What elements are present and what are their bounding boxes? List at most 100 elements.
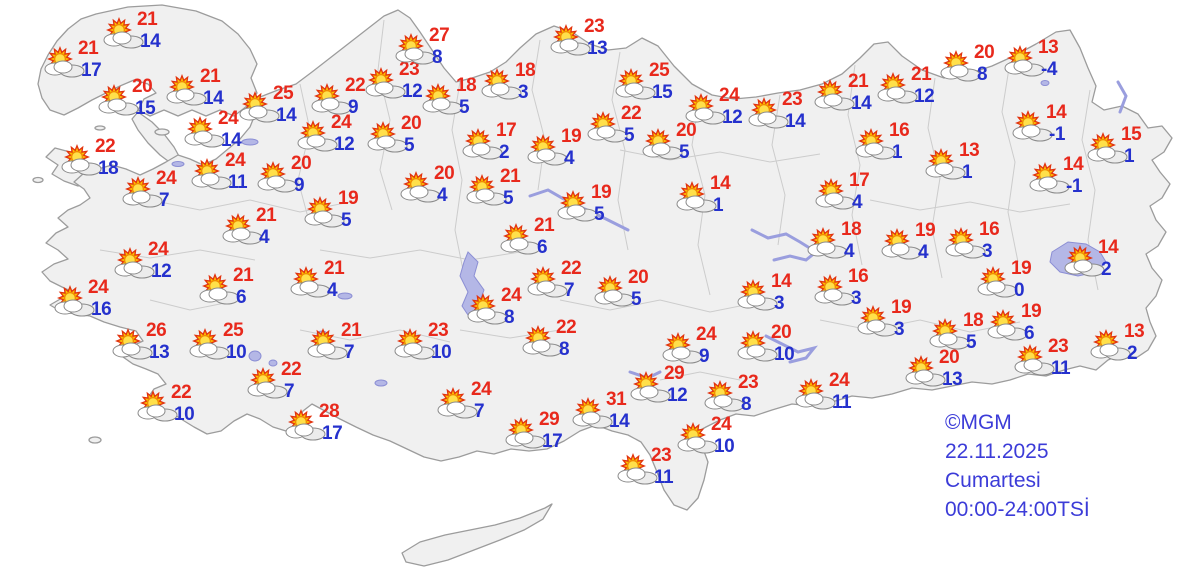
high-temp: 20 <box>974 42 995 63</box>
low-temp: 10 <box>226 342 247 363</box>
low-temp: 4 <box>844 241 855 262</box>
high-temp: 24 <box>88 277 109 298</box>
low-temp: 11 <box>1051 358 1071 379</box>
low-temp: 12 <box>151 261 172 282</box>
low-temp: 4 <box>259 227 270 248</box>
low-temp: 10 <box>714 436 735 457</box>
high-temp: 21 <box>341 320 362 341</box>
low-temp: 7 <box>284 381 295 402</box>
high-temp: 19 <box>1021 301 1042 322</box>
low-temp: 11 <box>654 467 674 488</box>
high-temp: 18 <box>515 60 536 81</box>
high-temp: 17 <box>496 120 517 141</box>
high-temp: 29 <box>664 363 685 384</box>
high-temp: 23 <box>584 16 605 37</box>
island <box>88 436 102 444</box>
high-temp: 20 <box>291 153 312 174</box>
high-temp: 24 <box>156 168 177 189</box>
low-temp: 5 <box>966 332 977 353</box>
high-temp: 19 <box>915 220 936 241</box>
high-temp: 26 <box>146 320 167 341</box>
high-temp: 24 <box>471 379 492 400</box>
high-temp: 14 <box>1046 102 1067 123</box>
low-temp: 4 <box>437 185 448 206</box>
low-temp: 1 <box>962 162 973 183</box>
attribution-date: 22.11.2025 <box>945 440 1049 463</box>
high-temp: 21 <box>78 38 99 59</box>
low-temp: 8 <box>977 64 988 85</box>
low-temp: 4 <box>327 280 338 301</box>
low-temp: 3 <box>518 82 529 103</box>
low-temp: 4 <box>852 192 863 213</box>
high-temp: 13 <box>1038 37 1059 58</box>
high-temp: 24 <box>719 85 740 106</box>
high-temp: 22 <box>171 382 192 403</box>
high-temp: 17 <box>849 170 870 191</box>
low-temp: 5 <box>341 210 352 231</box>
attribution-day: Cumartesi <box>945 469 1041 492</box>
high-temp: 19 <box>1011 258 1032 279</box>
high-temp: 25 <box>223 320 244 341</box>
low-temp: 9 <box>699 346 710 367</box>
high-temp: 22 <box>556 317 577 338</box>
low-temp: 7 <box>474 401 485 422</box>
high-temp: 18 <box>456 75 477 96</box>
low-temp: 7 <box>564 280 575 301</box>
low-temp: 9 <box>348 97 359 118</box>
low-temp: 6 <box>1024 323 1035 344</box>
low-temp: 7 <box>344 342 355 363</box>
low-temp: 14 <box>851 93 872 114</box>
high-temp: 16 <box>979 219 1000 240</box>
high-temp: 19 <box>561 126 582 147</box>
high-temp: 14 <box>1098 237 1119 258</box>
low-temp: 13 <box>942 369 963 390</box>
high-temp: 20 <box>628 267 649 288</box>
high-temp: 24 <box>696 324 717 345</box>
high-temp: 23 <box>1048 336 1069 357</box>
low-temp: 12 <box>402 81 423 102</box>
low-temp: 5 <box>594 204 605 225</box>
high-temp: 19 <box>338 188 359 209</box>
low-temp: 8 <box>741 394 752 415</box>
high-temp: 24 <box>148 239 169 260</box>
high-temp: 28 <box>319 401 340 422</box>
attribution-period: 00:00-24:00TSİ <box>945 498 1090 521</box>
high-temp: 13 <box>1124 321 1145 342</box>
low-temp: 5 <box>631 289 642 310</box>
island <box>32 176 44 184</box>
high-temp: 23 <box>651 445 672 466</box>
low-temp: 0 <box>1014 280 1025 301</box>
high-temp: 21 <box>324 258 345 279</box>
high-temp: 22 <box>95 136 116 157</box>
attribution-source: ©MGM <box>945 411 1012 434</box>
low-temp: 3 <box>851 288 862 309</box>
high-temp: 20 <box>771 322 792 343</box>
high-temp: 29 <box>539 409 560 430</box>
low-temp: 11 <box>228 172 248 193</box>
high-temp: 24 <box>501 285 522 306</box>
high-temp: 24 <box>829 370 850 391</box>
province-borders <box>99 19 1099 381</box>
low-temp: 1 <box>892 142 903 163</box>
low-temp: 13 <box>587 38 608 59</box>
low-temp: 17 <box>542 431 563 452</box>
low-temp: 14 <box>140 31 161 52</box>
high-temp: 24 <box>331 112 352 133</box>
high-temp: 25 <box>273 83 294 104</box>
high-temp: 22 <box>345 75 366 96</box>
low-temp: 2 <box>1127 343 1138 364</box>
high-temp: 14 <box>771 271 792 292</box>
low-temp: 18 <box>98 158 119 179</box>
high-temp: 18 <box>963 310 984 331</box>
low-temp: 1 <box>713 195 724 216</box>
low-temp: 4 <box>918 242 929 263</box>
low-temp: 8 <box>432 47 443 68</box>
low-temp: 4 <box>564 148 575 169</box>
high-temp: 22 <box>561 258 582 279</box>
low-temp: 12 <box>914 86 935 107</box>
high-temp: 14 <box>710 173 731 194</box>
high-temp: 22 <box>621 103 642 124</box>
high-temp: 20 <box>401 113 422 134</box>
